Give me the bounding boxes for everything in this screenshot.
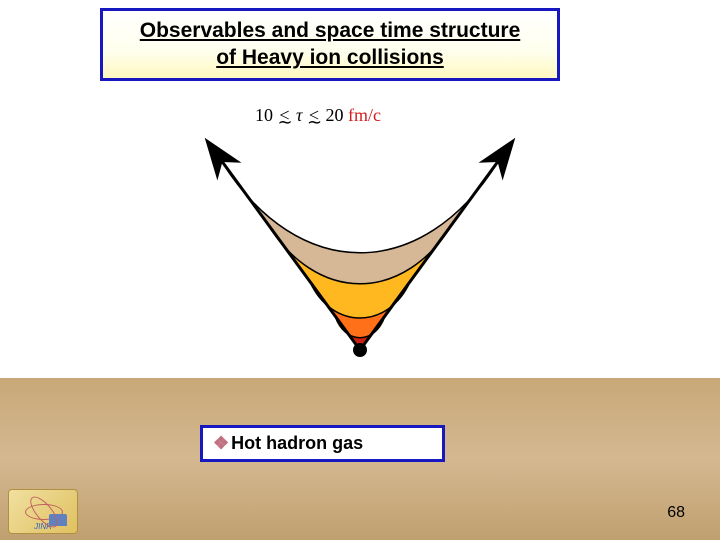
lesssim-2: < bbox=[307, 105, 321, 126]
title-line-1: Observables and space time structure bbox=[115, 17, 545, 44]
caption-box: ❖Hot hadron gas bbox=[200, 425, 445, 462]
time-range-formula: 10 < τ < 20 fm/c bbox=[255, 105, 381, 126]
title-box: Observables and space time structure of … bbox=[100, 8, 560, 81]
caption-text: ❖Hot hadron gas bbox=[213, 433, 363, 453]
vertex-dot bbox=[353, 343, 367, 357]
formula-prefix: 10 bbox=[255, 105, 273, 125]
jinr-logo: JINR bbox=[8, 489, 78, 534]
cone-arrow-left bbox=[210, 145, 360, 350]
cone-arrow-right bbox=[360, 145, 510, 350]
formula-suffix: 20 bbox=[325, 105, 343, 125]
formula-tau: τ bbox=[296, 105, 302, 125]
formula-unit: fm/c bbox=[348, 105, 381, 125]
lightcone-diagram bbox=[170, 135, 550, 370]
diamond-bullet-icon: ❖ bbox=[213, 433, 229, 453]
diagram-svg bbox=[170, 135, 550, 370]
page-number: 68 bbox=[667, 504, 685, 522]
title-line-2: of Heavy ion collisions bbox=[115, 44, 545, 71]
logo-building-icon bbox=[49, 514, 67, 526]
lesssim-1: < bbox=[278, 105, 292, 126]
logo-orbit-icon bbox=[23, 500, 63, 522]
caption-label: Hot hadron gas bbox=[231, 433, 363, 453]
